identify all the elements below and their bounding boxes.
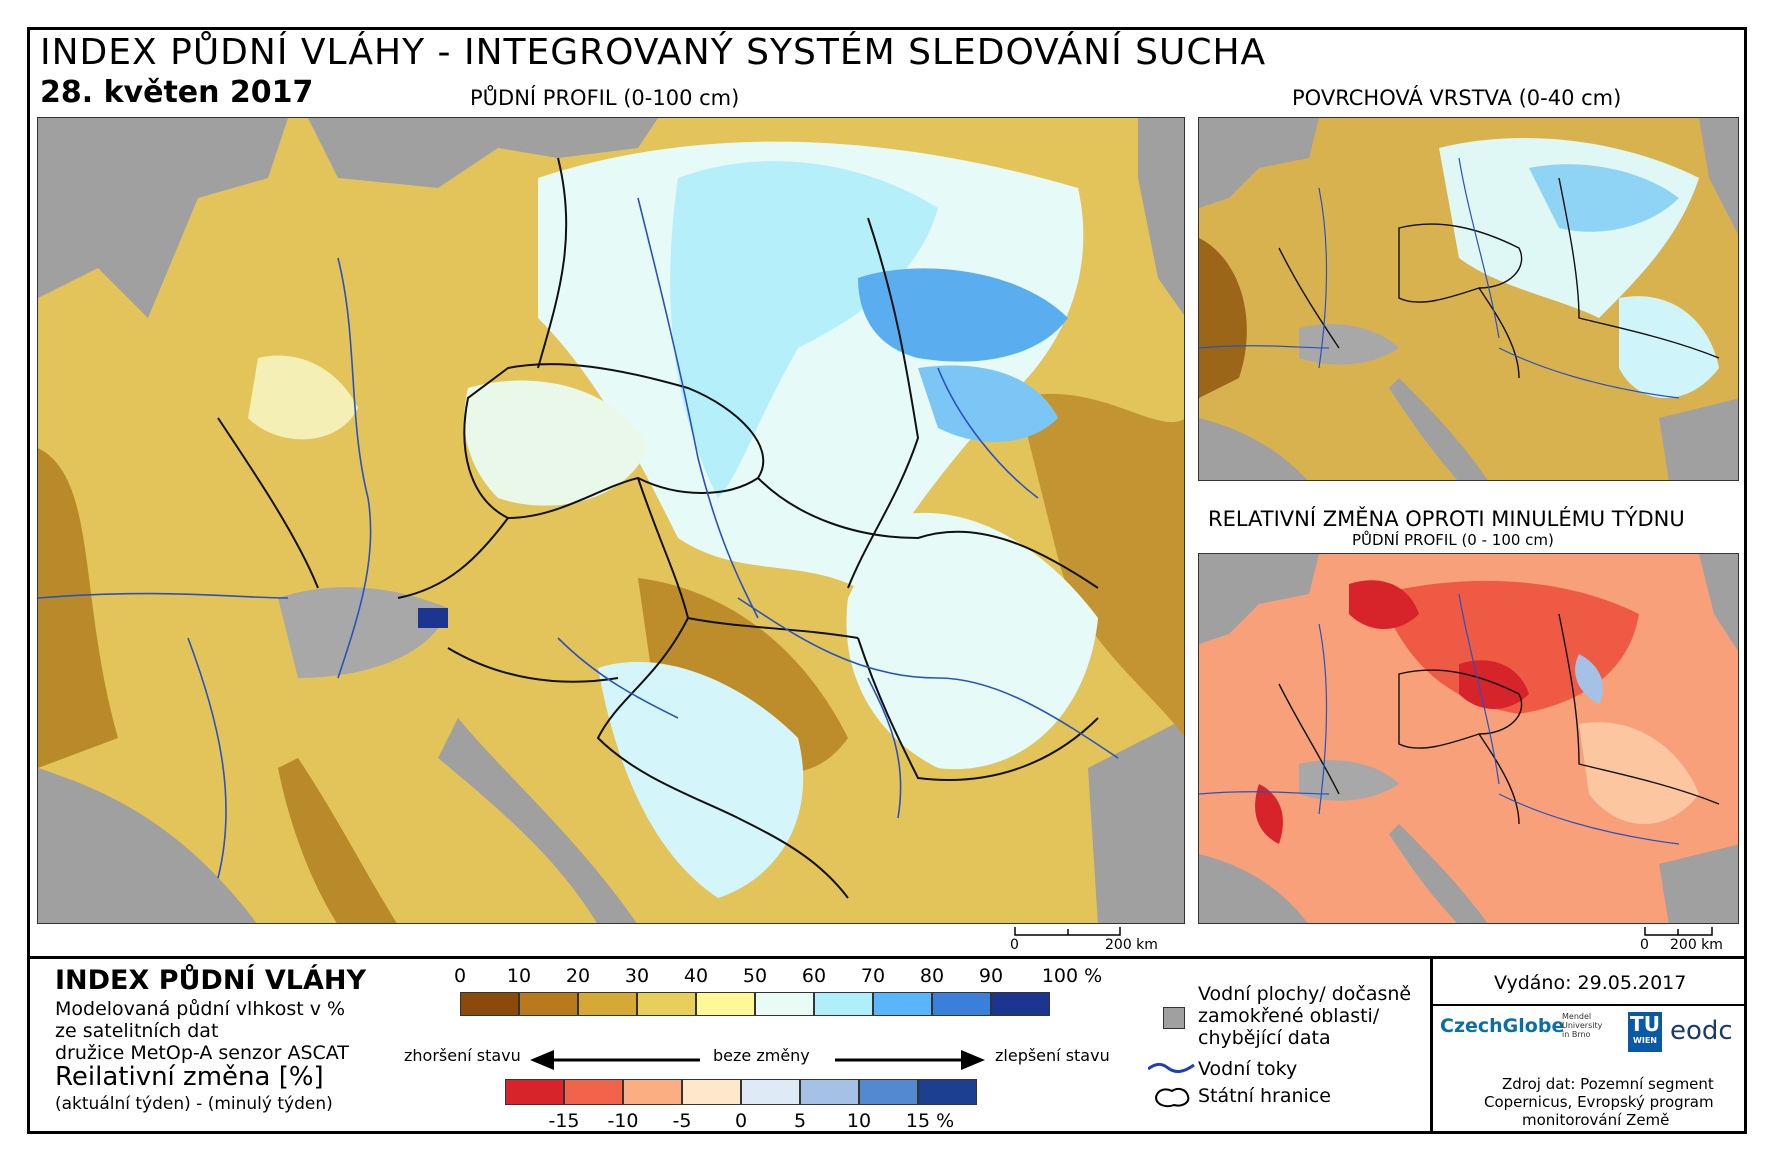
change-tick-label: -5 [672,1110,692,1132]
legend-divider [27,956,1747,959]
change-map-sublabel: PŮDNÍ PROFIL (0 - 100 cm) [1352,531,1554,549]
moisture-tick-label: 50 [742,965,768,987]
moisture-tick-label: 40 [683,965,709,987]
surface-map-label: POVRCHOVÁ VRSTVA (0-40 cm) [1292,86,1622,110]
main-scale-zero: 0 [1010,937,1019,953]
change-swatch [800,1079,859,1105]
small-scale-bar [1644,927,1713,936]
eodc-logo: eodc [1670,1016,1733,1046]
nochange-label: beze změny [713,1046,810,1065]
change-swatch [505,1079,564,1105]
source-line-3: monitorování Země [1522,1111,1670,1129]
right-arrow-icon [835,1050,985,1070]
moisture-swatch [814,992,873,1016]
issued-divider [1430,1004,1747,1006]
moisture-swatch [932,992,991,1016]
change-tick-label: -10 [607,1110,639,1132]
water-bodies-label-2: zamokřené oblasti/ [1198,1005,1380,1027]
legend-desc-2: ze satelitních dat [55,1020,219,1042]
borders-label: Státní hranice [1198,1085,1331,1107]
main-scale-bar [1014,927,1121,936]
source-line-2: Copernicus, Evropský program [1484,1093,1714,1111]
moisture-swatch [873,992,932,1016]
moisture-tick-label: 70 [860,965,886,987]
main-scale-distance: 200 km [1105,937,1158,953]
moisture-swatch [460,992,519,1016]
water-bodies-swatch [1163,1007,1185,1029]
change-tick-label: 0 [734,1110,748,1132]
main-soil-moisture-map [37,117,1185,924]
moisture-swatch [519,992,578,1016]
change-swatch [623,1079,682,1105]
moisture-swatch [637,992,696,1016]
water-bodies-label-3: chybějící data [1198,1027,1331,1049]
change-swatch [682,1079,741,1105]
change-swatch [741,1079,800,1105]
moisture-tick-label: 30 [624,965,650,987]
moisture-tick-label: 80 [919,965,945,987]
moisture-tick-label: 0 [453,965,467,987]
moisture-tick-label: 90 [978,965,1004,987]
page-title: INDEX PŮDNÍ VLÁHY - INTEGROVANÝ SYSTÉM S… [40,32,1267,73]
relative-change-map [1198,553,1739,924]
change-legend-desc: (aktuální týden) - (minulý týden) [55,1094,333,1114]
change-swatch [859,1079,918,1105]
change-tick-label: 10 [846,1110,872,1132]
moisture-swatch [578,992,637,1016]
moisture-swatch [991,992,1050,1016]
moisture-tick-label: 100 % [1041,965,1103,987]
change-swatch [918,1079,977,1105]
small-scale-zero: 0 [1640,937,1649,953]
worse-label: zhoršení stavu [404,1046,521,1065]
legend-title: INDEX PŮDNÍ VLÁHY [55,965,367,996]
legend-desc-1: Modelovaná půdní vlhkost v % [55,998,346,1020]
surface-layer-map [1198,117,1739,481]
left-arrow-icon [530,1050,700,1070]
change-map-label: RELATIVNÍ ZMĚNA OPROTI MINULÉMU TÝDNU [1208,507,1685,531]
date-label: 28. květen 2017 [40,75,314,110]
issued-date: Vydáno: 29.05.2017 [1494,972,1687,994]
mendel-logo: Mendel University in Brno [1562,1012,1603,1039]
main-map-label: PŮDNÍ PROFIL (0-100 cm) [470,86,740,110]
moisture-tick-label: 60 [801,965,827,987]
change-tick-label: 5 [793,1110,807,1132]
small-scale-distance: 200 km [1670,937,1723,953]
change-tick-label: 15 % [905,1110,955,1132]
better-label: zlepšení stavu [995,1046,1110,1065]
info-divider [1430,956,1433,1134]
rivers-label: Vodní toky [1198,1058,1298,1080]
moisture-tick-label: 20 [565,965,591,987]
river-line-icon [1148,1062,1195,1074]
change-legend-title: Reilativní změna [%] [55,1062,324,1092]
water-bodies-label-1: Vodní plochy/ dočasně [1198,983,1412,1005]
legend-desc-3: družice MetOp-A senzor ASCAT [55,1042,349,1064]
source-line-1: Zdroj dat: Pozemní segment [1502,1075,1714,1093]
tu-wien-logo: TU WIEN [1628,1012,1662,1052]
moisture-swatch [755,992,814,1016]
border-outline-icon [1154,1087,1190,1108]
change-swatch [564,1079,623,1105]
moisture-tick-label: 10 [506,965,532,987]
moisture-swatch [696,992,755,1016]
czechglobe-logo: CzechGlobe [1440,1015,1565,1037]
change-tick-label: -15 [548,1110,580,1132]
